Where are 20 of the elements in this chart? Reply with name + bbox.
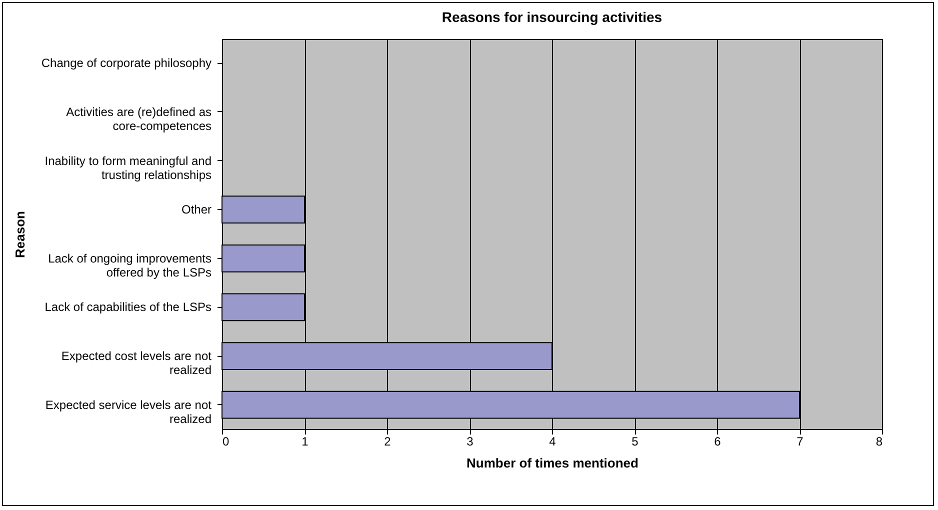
x-tick-label: 1: [302, 434, 309, 448]
x-tick-label: 0: [222, 434, 230, 448]
x-tick-label: 7: [796, 434, 804, 448]
y-tick-label: Activities are (re)defined as core-competences: [66, 104, 212, 133]
y-tick-label: Lack of ongoing improvements offered by the LSPs: [48, 251, 212, 280]
x-tick-label: 2: [384, 434, 392, 448]
chart-title: Reasons for insourcing activities: [442, 9, 662, 25]
x-tick-label: 8: [876, 434, 883, 448]
x-tick-label: 4: [549, 434, 556, 448]
y-tick-label: Expected service levels are not realized: [45, 398, 212, 426]
y-tick-label: Expected cost levels are not realized: [61, 349, 212, 378]
y-tick-label: Change of corporate philosophy: [41, 56, 212, 70]
y-tick-label: Other: [181, 202, 212, 217]
y-tick-label: Inability to form meaningful and trusting relationships: [44, 154, 212, 182]
y-tick-label: Lack of capabilities of the LSPs: [44, 300, 212, 314]
x-axis-title: Number of times mentioned: [466, 456, 639, 470]
x-tick-label: 6: [714, 434, 722, 448]
x-tick-label: 3: [466, 434, 474, 448]
y-axis-title: Reason: [12, 210, 28, 258]
x-tick-label: 5: [632, 434, 639, 448]
